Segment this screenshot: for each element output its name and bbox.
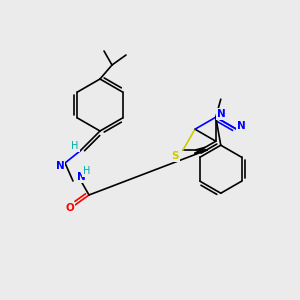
Text: N: N — [56, 161, 64, 171]
Text: H: H — [71, 141, 79, 151]
Text: H: H — [83, 166, 91, 176]
Text: N: N — [237, 121, 246, 131]
Text: S: S — [171, 151, 179, 161]
Text: N: N — [218, 109, 226, 119]
Text: O: O — [66, 203, 74, 213]
Text: N: N — [76, 172, 85, 182]
